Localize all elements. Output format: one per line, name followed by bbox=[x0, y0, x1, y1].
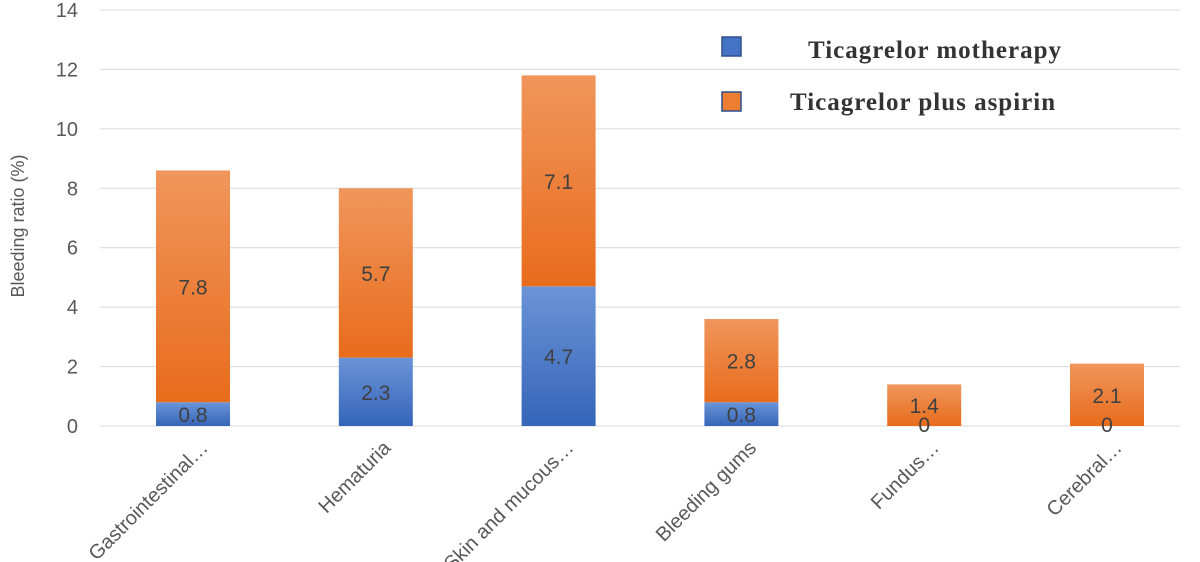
y-axis-label: Bleeding ratio (%) bbox=[8, 154, 28, 297]
x-tick-label: Cerebral… bbox=[1043, 437, 1127, 521]
y-tick-label: 0 bbox=[67, 416, 78, 438]
data-labels: 0.87.82.35.74.77.10.82.801.402.1 bbox=[178, 171, 1121, 437]
y-tick-label: 10 bbox=[56, 119, 78, 141]
x-tick-label: Gastrointestinal… bbox=[85, 437, 213, 562]
bar-segment bbox=[704, 319, 779, 403]
bars bbox=[156, 75, 1144, 426]
y-tick-label: 2 bbox=[67, 357, 78, 379]
legend-label-plus-aspirin: Ticagrelor plus aspirin bbox=[790, 89, 1056, 116]
legend: Ticagrelor motherapy Ticagrelor plus asp… bbox=[721, 36, 1062, 116]
x-tick-label: Skin and mucous… bbox=[440, 437, 578, 562]
data-label: 7.1 bbox=[544, 171, 573, 194]
x-tick-label: Hematuria bbox=[315, 436, 396, 517]
y-tick-label: 8 bbox=[67, 178, 78, 200]
bar-segment bbox=[521, 75, 596, 287]
legend-swatch-monotherapy bbox=[721, 36, 742, 57]
data-label: 5.7 bbox=[361, 263, 390, 286]
bar-segment bbox=[887, 384, 962, 426]
data-label: 7.8 bbox=[178, 276, 207, 299]
bar-segment bbox=[521, 286, 596, 426]
data-label: 0 bbox=[1101, 414, 1113, 437]
y-tick-label: 4 bbox=[67, 297, 78, 319]
bar-segment bbox=[338, 357, 413, 426]
y-axis-ticks: 0 2 4 6 8 10 12 14 bbox=[56, 0, 78, 438]
data-label: 0 bbox=[918, 414, 930, 437]
bar-segment bbox=[338, 188, 413, 358]
x-tick-label: Bleeding gums bbox=[652, 437, 761, 546]
gridlines bbox=[100, 9, 1180, 427]
data-label: 1.4 bbox=[910, 395, 940, 418]
bar-segment bbox=[1070, 363, 1144, 426]
bar-segment bbox=[704, 402, 779, 426]
data-label: 2.1 bbox=[1092, 385, 1121, 408]
data-label: 4.7 bbox=[544, 346, 573, 369]
data-label: 2.8 bbox=[727, 351, 756, 374]
data-label: 0.8 bbox=[727, 404, 756, 427]
legend-swatch-plus-aspirin bbox=[721, 91, 742, 112]
x-tick-label: Fundus… bbox=[867, 437, 944, 514]
category-labels: Gastrointestinal… Hematuria Skin and mucou… bbox=[85, 436, 1127, 562]
bar-segment bbox=[156, 170, 230, 403]
legend-label-monotherapy: Ticagrelor motherapy bbox=[808, 37, 1062, 64]
y-tick-label: 14 bbox=[56, 0, 78, 22]
data-label: 2.3 bbox=[361, 382, 390, 405]
y-tick-label: 12 bbox=[56, 59, 78, 81]
bar-segment bbox=[156, 402, 230, 426]
y-tick-label: 6 bbox=[67, 238, 78, 260]
data-label: 0.8 bbox=[178, 404, 207, 427]
